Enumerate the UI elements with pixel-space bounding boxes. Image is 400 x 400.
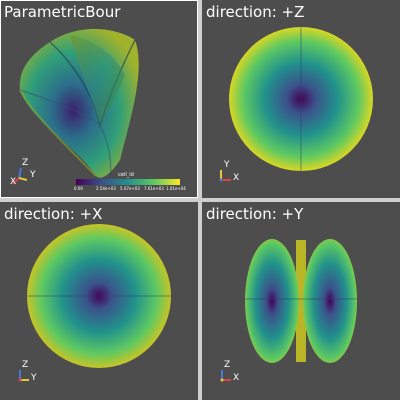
scalar-bar-tick: 7.61e+03 <box>144 186 164 191</box>
surface-view-plus-y[interactable] <box>202 202 400 400</box>
render-panel-plus-x[interactable]: direction: +X Z Y <box>0 202 198 400</box>
panel-title: direction: +X <box>4 205 103 223</box>
axis-label: Z <box>22 158 29 168</box>
axis-label: Z <box>224 360 231 370</box>
surface-view-plus-x[interactable] <box>0 202 198 400</box>
axis-label: X <box>10 177 17 187</box>
axis-label: Y <box>31 373 37 383</box>
orientation-axes: Y X <box>214 160 254 190</box>
bour-surface[interactable] <box>0 0 198 198</box>
panel-title: ParametricBour <box>4 3 121 21</box>
orientation-axes: Z X <box>214 360 254 390</box>
orientation-axes: Z Y <box>12 360 52 390</box>
orientation-axes: Z X Y <box>10 158 50 188</box>
render-panel-plus-z[interactable]: direction: +Z Y X <box>202 0 400 198</box>
render-panel-plus-y[interactable]: direction: +Y Z X <box>202 202 400 400</box>
axis-label: Y <box>30 170 36 180</box>
scalar-bar-gradient <box>76 179 180 185</box>
axis-label: Y <box>224 160 230 170</box>
panel-title: direction: +Z <box>206 3 305 21</box>
panel-title: direction: +Y <box>206 205 304 223</box>
render-panel-bour[interactable]: ParametricBour cell_id 0.00 2.54e+03 5.0… <box>0 0 198 198</box>
axis-label: X <box>233 373 240 383</box>
scalar-bar-tick: 0.00 <box>74 186 83 191</box>
surface-view-plus-z[interactable] <box>202 0 400 198</box>
axis-label: X <box>233 173 240 183</box>
scalar-bar: cell_id 0.00 2.54e+03 5.07e+03 7.61e+03 … <box>74 172 186 194</box>
scalar-bar-title: cell_id <box>118 172 134 178</box>
scalar-bar-tick: 2.54e+03 <box>96 186 116 191</box>
scalar-bar-tick: 1.01e+04 <box>166 186 186 191</box>
axis-label: Z <box>22 360 29 370</box>
scalar-bar-tick: 5.07e+03 <box>120 186 140 191</box>
